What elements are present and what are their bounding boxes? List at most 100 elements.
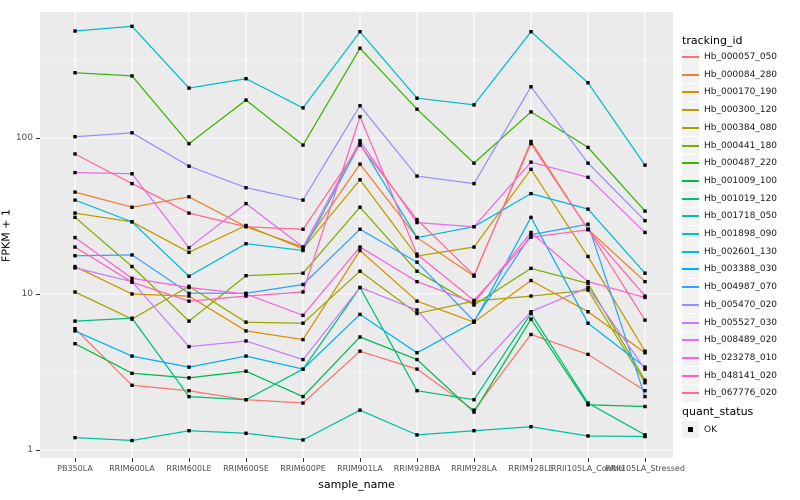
data-point-marker — [187, 299, 191, 303]
data-point-marker — [529, 266, 533, 271]
data-point-marker — [358, 245, 362, 249]
y-tick-label: 100 — [15, 132, 33, 143]
data-point-marker — [244, 431, 248, 435]
data-point-marker — [73, 290, 77, 294]
data-point-marker — [472, 245, 476, 249]
data-point-marker — [301, 367, 305, 371]
data-point-marker — [301, 321, 305, 325]
data-point-marker — [73, 152, 77, 156]
data-point-marker — [301, 357, 305, 362]
data-point-marker — [130, 181, 134, 186]
data-point-marker — [472, 303, 476, 307]
data-point-marker — [244, 274, 248, 278]
data-point-marker — [187, 365, 191, 369]
x-tick-label: RRIM600PE — [280, 464, 326, 473]
legend-item-Hb_048141_020: Hb_048141_020 — [682, 367, 778, 385]
legend-item-label: Hb_048141_020 — [704, 370, 778, 381]
legend-key — [682, 154, 699, 172]
data-point-marker — [73, 170, 77, 175]
data-point-marker — [187, 86, 191, 90]
data-point-marker — [130, 264, 134, 269]
x-tick-label: RRIM928LA — [451, 464, 497, 473]
data-point-marker — [472, 181, 476, 186]
legend-swatch-line — [682, 286, 699, 289]
data-point-marker — [358, 312, 362, 317]
data-point-marker — [415, 299, 419, 303]
legend-item-Hb_005527_030: Hb_005527_030 — [682, 314, 777, 331]
data-point-marker — [643, 367, 647, 371]
legend-item-Hb_003388_030: Hb_003388_030 — [682, 260, 778, 278]
legend-swatch-line — [682, 392, 699, 395]
legend-item-Hb_001009_100: Hb_001009_100 — [682, 172, 777, 190]
data-point-marker — [643, 404, 647, 409]
data-point-marker — [187, 141, 191, 146]
data-point-marker — [586, 227, 590, 231]
data-point-marker — [643, 381, 647, 385]
data-point-marker — [643, 279, 647, 284]
data-point-marker — [187, 246, 191, 250]
data-point-marker — [529, 167, 533, 172]
data-point-marker — [643, 271, 647, 275]
data-point-marker — [415, 220, 419, 225]
data-point-marker — [415, 351, 419, 355]
legend-item-Hb_000384_080: Hb_000384_080 — [682, 119, 777, 137]
x-tick-mark — [189, 458, 190, 462]
data-point-marker — [130, 172, 134, 176]
x-tick-mark — [645, 458, 646, 462]
legend-item-label: Hb_005470_020 — [704, 299, 778, 310]
legend-item-label: OK — [704, 424, 717, 435]
data-point-marker — [643, 230, 647, 235]
data-point-marker — [244, 242, 248, 246]
legend-key — [682, 296, 699, 314]
data-point-marker — [472, 319, 476, 323]
legend-item-label: Hb_001898_090 — [704, 229, 778, 239]
x-tick-mark — [417, 458, 418, 462]
legend-swatch-line — [682, 303, 699, 306]
x-tick-mark — [474, 458, 475, 462]
data-point-marker — [358, 114, 362, 119]
data-point-marker — [643, 378, 647, 382]
data-point-marker — [73, 235, 77, 240]
legend-item-label: Hb_002601_130 — [704, 246, 778, 257]
data-point-marker — [472, 398, 476, 402]
legend-item-Hb_001019_120: Hb_001019_120 — [682, 190, 777, 208]
legend-item-Hb_005470_020: Hb_005470_020 — [682, 296, 778, 314]
data-point-marker — [472, 298, 476, 303]
data-point-marker — [301, 245, 305, 249]
data-point-marker — [187, 250, 191, 255]
legend-item-label: Hb_003388_030 — [704, 264, 778, 275]
data-point-marker — [415, 269, 419, 273]
legend-swatch-line — [682, 179, 699, 182]
x-tick-label: PB350LA — [57, 464, 93, 473]
data-point-marker — [472, 371, 476, 376]
data-point-marker — [244, 339, 248, 343]
data-point-marker — [73, 435, 77, 440]
data-point-marker — [643, 209, 647, 213]
data-point-marker — [244, 369, 248, 373]
x-axis-title: sample_name — [318, 478, 395, 491]
legend-swatch-line — [682, 215, 699, 218]
legend-item-Hb_008489_020: Hb_008489_020 — [682, 331, 777, 349]
data-point-marker — [586, 288, 590, 292]
data-point-marker — [187, 274, 191, 278]
data-point-marker — [472, 408, 476, 412]
data-point-marker — [73, 29, 77, 33]
legend-swatch-line — [682, 356, 699, 359]
data-point-marker — [187, 164, 191, 168]
legend-item-Hb_067776_020: Hb_067776_020 — [682, 384, 777, 402]
data-point-marker — [73, 342, 77, 346]
data-point-marker — [244, 354, 248, 358]
legend-swatch-line — [682, 250, 699, 253]
data-point-marker — [187, 394, 191, 399]
data-point-marker — [415, 311, 419, 316]
data-point-marker — [586, 254, 590, 259]
x-tick-mark — [588, 458, 589, 462]
data-point-marker — [73, 319, 77, 323]
data-point-marker — [187, 428, 191, 433]
legend-item-label: Hb_000170_190 — [704, 87, 778, 98]
data-point-marker — [73, 190, 77, 194]
data-point-marker — [415, 367, 419, 371]
data-point-marker — [358, 178, 362, 182]
data-point-marker — [586, 279, 590, 284]
